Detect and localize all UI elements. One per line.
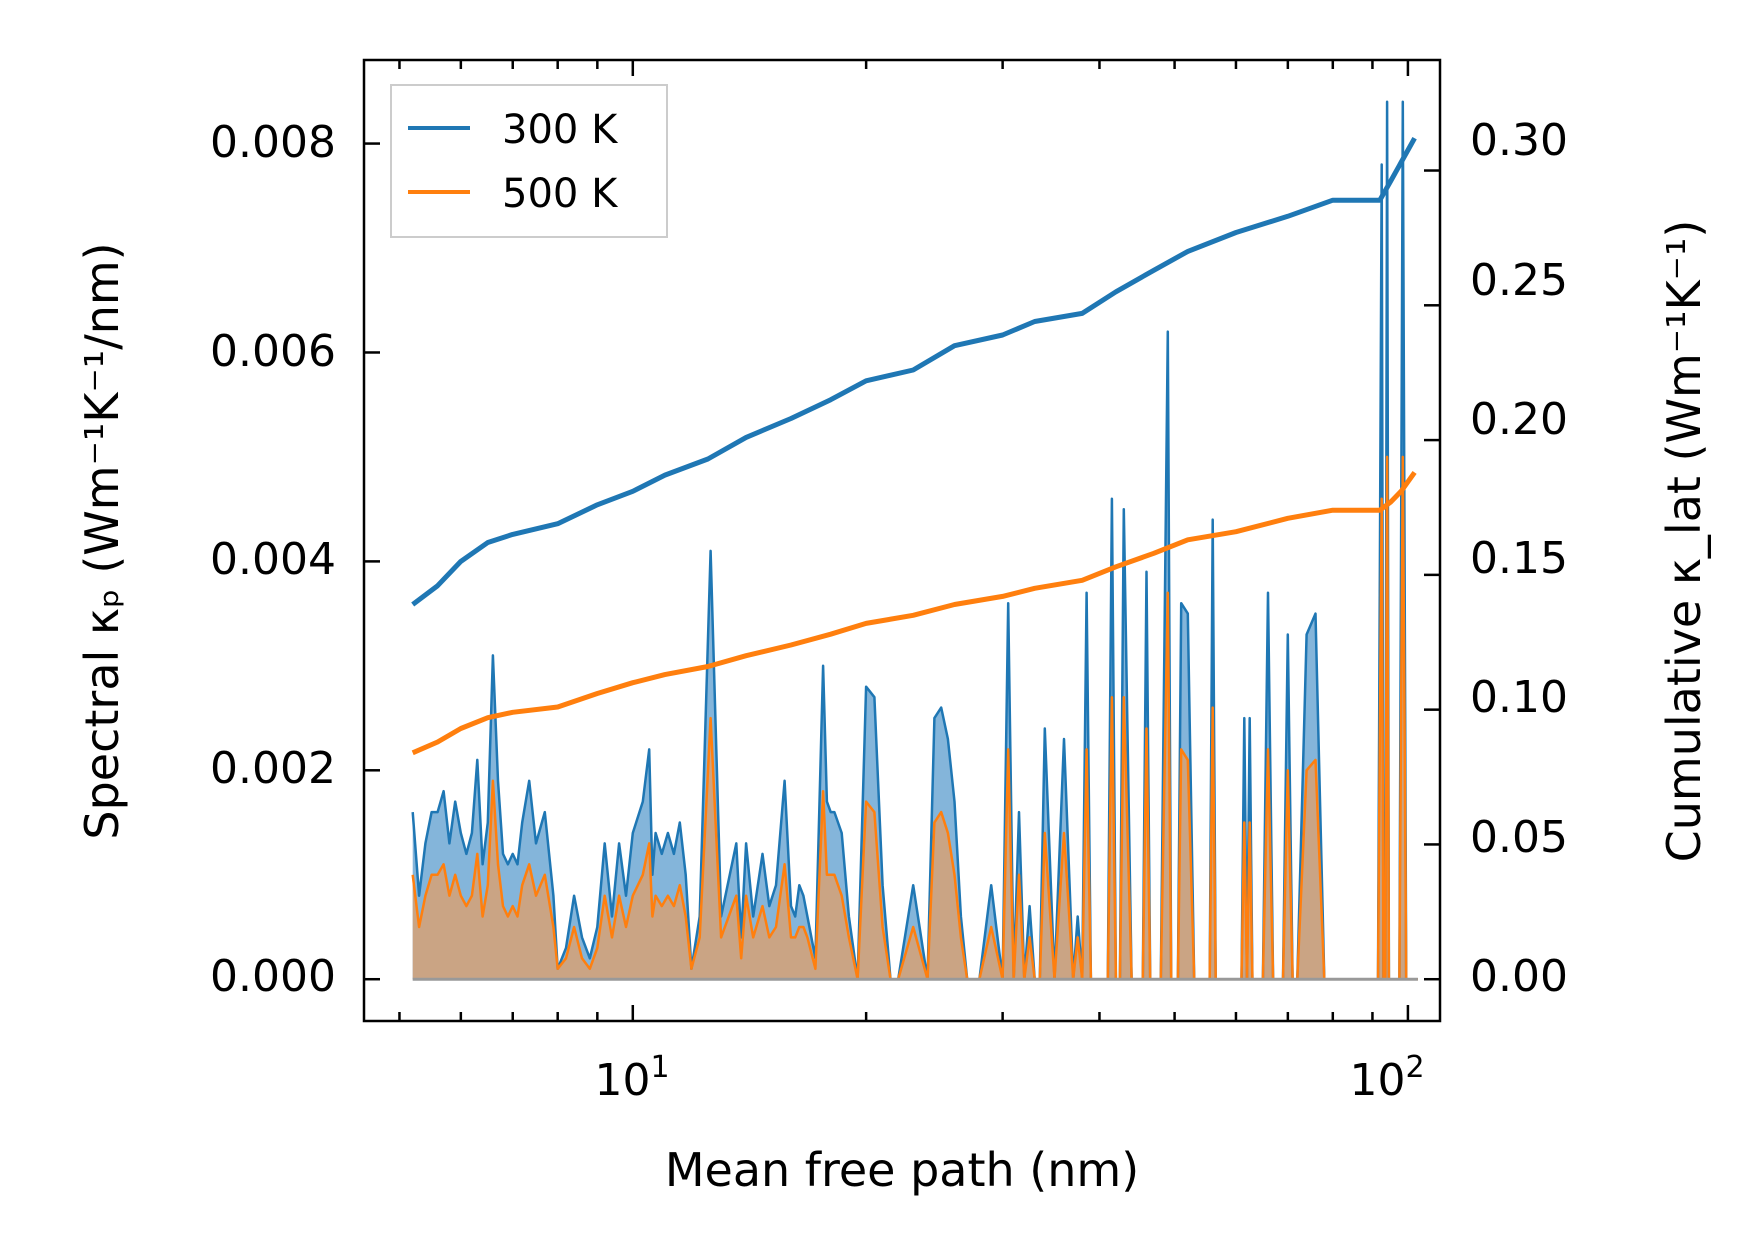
- x-tick-exp-10: 1: [650, 1050, 669, 1085]
- cumulative-line-layer: [411, 136, 1417, 756]
- x-tick-base-100: 10: [1349, 1055, 1405, 1106]
- x-tick-label-100: 102: [1349, 1050, 1424, 1106]
- y-left-tick-label-0: 0.000: [210, 951, 336, 1002]
- y-right-tick-label-0: 0.00: [1470, 951, 1568, 1002]
- y-right-tick-label-4: 0.20: [1470, 394, 1568, 445]
- y-left-tick-label-4: 0.008: [210, 117, 336, 168]
- spectral-line-500k: [411, 455, 1418, 981]
- y-left-tick-label-3: 0.006: [210, 326, 336, 377]
- y-right-tick-label-6: 0.30: [1470, 115, 1568, 166]
- x-axis-label: Mean free path (nm): [665, 1143, 1139, 1197]
- y-right-tick-label-3: 0.15: [1470, 533, 1568, 584]
- y-right-tick-label-1: 0.05: [1470, 812, 1568, 863]
- plot-frame: [362, 58, 1442, 1023]
- y-axis-label-right: Cumulative κ_lat (Wm⁻¹K⁻¹): [1657, 220, 1711, 863]
- x-tick-base-10: 10: [594, 1055, 650, 1106]
- legend-label-500k: 500 K: [502, 171, 619, 217]
- x-tick-label-10: 101: [594, 1050, 669, 1106]
- legend: 300 K 500 K: [390, 84, 668, 238]
- spectral-fill-500k: [412, 456, 1418, 980]
- legend-label-300k: 300 K: [502, 107, 619, 153]
- y-right-tick-label-5: 0.25: [1470, 255, 1568, 306]
- y-right-tick-label-2: 0.10: [1470, 672, 1568, 723]
- y-left-tick-label-2: 0.004: [210, 534, 336, 585]
- y-left-tick-label-1: 0.002: [210, 743, 336, 794]
- cumulative-line-500k: [411, 470, 1417, 756]
- legend-box: [390, 84, 668, 238]
- spectral-fill-layer: [412, 101, 1418, 980]
- y-axis-label-left: Spectral κₚ (Wm⁻¹K⁻¹/nm): [75, 242, 129, 839]
- cumulative-line-300k: [411, 136, 1417, 607]
- spectral-line-layer: [411, 100, 1418, 981]
- tick-layer: [364, 60, 1440, 1021]
- x-tick-exp-100: 2: [1405, 1050, 1424, 1085]
